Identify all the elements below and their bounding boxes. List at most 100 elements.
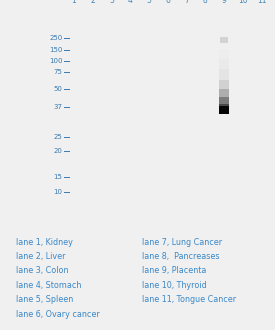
Text: lane 9, Placenta: lane 9, Placenta <box>142 266 206 275</box>
Bar <box>219 59 229 60</box>
Bar <box>219 112 229 113</box>
Bar <box>219 46 229 47</box>
Text: 4: 4 <box>128 0 133 5</box>
Bar <box>219 106 229 114</box>
Bar <box>219 106 229 107</box>
Bar <box>219 62 229 63</box>
Bar <box>219 56 229 57</box>
Bar <box>219 51 229 52</box>
Bar <box>219 89 229 90</box>
Text: 3: 3 <box>109 0 114 5</box>
Bar <box>219 107 229 108</box>
Bar <box>219 85 229 86</box>
Bar <box>219 54 229 55</box>
Bar <box>219 72 229 73</box>
Bar <box>219 90 229 91</box>
Bar <box>219 71 229 72</box>
Bar <box>219 48 229 49</box>
Bar <box>219 83 229 84</box>
Bar <box>219 78 229 79</box>
Text: 5: 5 <box>147 0 152 5</box>
Bar <box>219 110 229 111</box>
Bar <box>219 88 229 89</box>
Bar <box>219 96 229 97</box>
Text: 75: 75 <box>54 69 62 75</box>
Bar <box>219 65 229 66</box>
Bar <box>219 97 229 98</box>
Text: lane 11, Tongue Cancer: lane 11, Tongue Cancer <box>142 295 236 304</box>
Bar <box>219 111 229 112</box>
Text: lane 5, Spleen: lane 5, Spleen <box>16 295 74 304</box>
Bar <box>219 57 229 58</box>
Bar <box>219 84 229 85</box>
Text: 7: 7 <box>184 0 189 5</box>
Bar <box>219 39 229 40</box>
Bar <box>219 86 229 87</box>
Bar <box>219 55 229 56</box>
Text: 25: 25 <box>54 134 62 140</box>
Bar <box>219 101 229 102</box>
Text: 8: 8 <box>203 0 208 5</box>
Text: 6: 6 <box>165 0 170 5</box>
Bar <box>219 91 229 92</box>
Bar <box>219 50 229 51</box>
Bar <box>219 104 229 105</box>
Bar <box>219 92 229 93</box>
Text: 50: 50 <box>54 86 62 92</box>
Bar <box>219 87 229 88</box>
Text: lane 8,  Pancreases: lane 8, Pancreases <box>142 252 219 261</box>
Bar <box>219 49 229 50</box>
Bar <box>219 66 229 67</box>
Bar <box>219 99 229 100</box>
Bar <box>219 82 229 83</box>
Text: 2: 2 <box>90 0 95 5</box>
Text: lane 3, Colon: lane 3, Colon <box>16 266 69 275</box>
Bar <box>219 60 229 61</box>
Bar <box>219 79 229 80</box>
Bar <box>219 98 229 99</box>
Text: 1: 1 <box>72 0 76 5</box>
Bar <box>219 105 229 106</box>
Bar <box>219 95 229 96</box>
Bar <box>219 94 229 95</box>
Bar <box>219 81 229 82</box>
Bar <box>219 67 229 68</box>
Bar <box>219 74 229 75</box>
Bar <box>219 108 229 109</box>
Bar <box>219 102 229 103</box>
Bar <box>219 45 229 46</box>
Bar <box>219 58 229 59</box>
Bar <box>219 38 229 39</box>
Text: 9: 9 <box>222 0 226 5</box>
Bar <box>219 42 229 43</box>
Bar <box>219 53 229 54</box>
Bar <box>219 113 229 114</box>
Bar <box>219 80 229 81</box>
Bar <box>219 76 229 77</box>
Bar <box>219 68 229 69</box>
Bar <box>219 73 229 74</box>
Bar <box>219 52 229 53</box>
Bar <box>219 100 229 101</box>
Text: lane 2, Liver: lane 2, Liver <box>16 252 66 261</box>
Bar <box>219 103 229 104</box>
Text: lane 4, Stomach: lane 4, Stomach <box>16 281 82 290</box>
Text: 250: 250 <box>49 35 62 41</box>
Text: lane 1, Kidney: lane 1, Kidney <box>16 238 73 247</box>
Text: 10: 10 <box>53 189 62 195</box>
Bar <box>219 77 229 78</box>
Text: lane 6, Ovary cancer: lane 6, Ovary cancer <box>16 310 100 318</box>
Text: 10: 10 <box>238 0 248 5</box>
Bar <box>219 70 229 71</box>
Bar <box>219 43 229 44</box>
Bar <box>219 69 229 70</box>
Text: 150: 150 <box>49 47 62 53</box>
Bar <box>220 37 228 43</box>
Text: 100: 100 <box>49 58 62 64</box>
Bar <box>219 40 229 41</box>
Bar <box>219 109 229 110</box>
Bar <box>219 64 229 65</box>
Bar <box>219 44 229 45</box>
Bar <box>219 47 229 48</box>
Bar <box>219 61 229 62</box>
